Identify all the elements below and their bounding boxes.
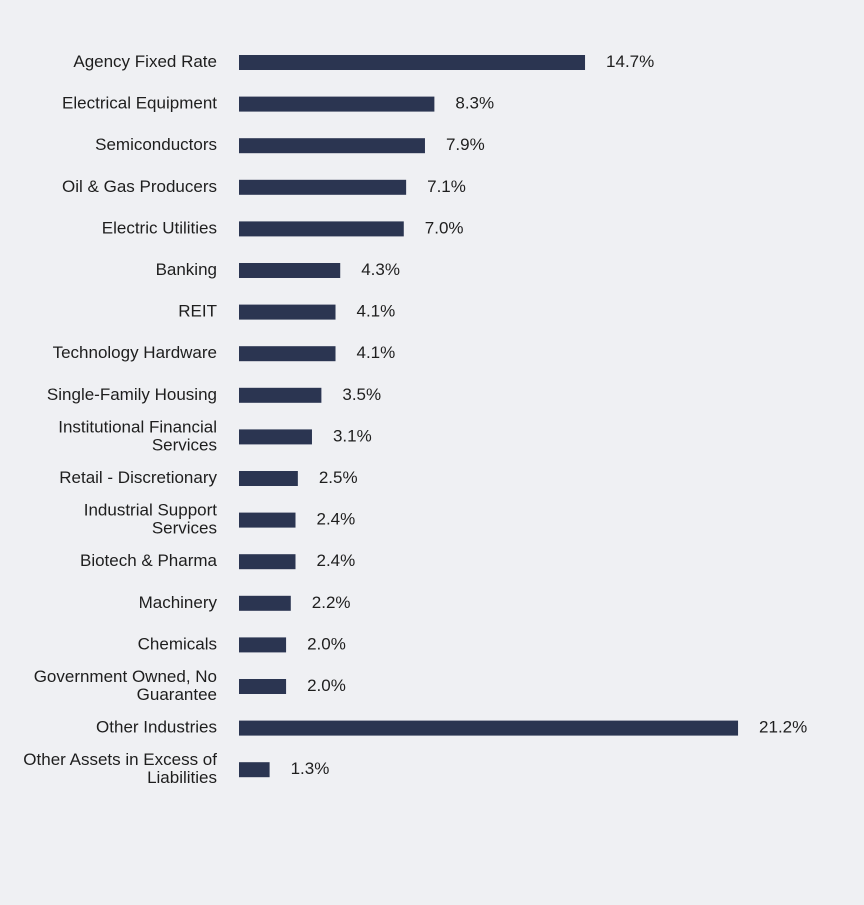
value-label: 8.3% xyxy=(455,94,494,113)
bar xyxy=(239,554,296,570)
category-label-line: Biotech & Pharma xyxy=(80,551,218,570)
bars xyxy=(239,55,739,778)
category-label-line: Other Industries xyxy=(96,718,217,737)
category-label-line: Oil & Gas Producers xyxy=(62,177,217,196)
bar xyxy=(239,96,435,112)
category-label: Industrial Support Services xyxy=(84,501,218,538)
bar xyxy=(239,471,298,486)
category-label-line: Other Assets in Excess of xyxy=(23,750,217,769)
category-label: Banking xyxy=(156,260,217,279)
category-label-line: Single-Family Housing xyxy=(47,385,217,404)
value-label: 1.3% xyxy=(291,759,330,778)
category-label: Chemicals xyxy=(138,634,217,653)
value-label: 7.0% xyxy=(425,218,464,237)
bar xyxy=(239,679,287,694)
value-label: 2.0% xyxy=(307,676,346,695)
category-label-line: REIT xyxy=(178,302,217,321)
bar xyxy=(239,179,407,195)
category-label: Semiconductors xyxy=(95,135,217,154)
category-label-line: Banking xyxy=(156,260,217,279)
category-label-line: Guarantee xyxy=(137,685,217,704)
value-label: 21.2% xyxy=(759,718,807,737)
category-label-line: Industrial Support xyxy=(84,501,218,520)
category-label-line: Government Owned, No xyxy=(34,667,217,686)
category-label: Machinery xyxy=(139,593,218,612)
category-label: Institutional Financial Services xyxy=(58,417,217,454)
value-label: 2.4% xyxy=(316,510,355,529)
category-label-line: Electrical Equipment xyxy=(62,94,217,113)
category-label: Biotech & Pharma xyxy=(80,551,218,570)
category-label-line: Machinery xyxy=(139,593,218,612)
bar xyxy=(239,387,322,403)
bar xyxy=(239,762,270,778)
category-label: Electrical Equipment xyxy=(62,94,217,113)
category-label: Government Owned, No Guarantee xyxy=(34,667,217,704)
bar xyxy=(239,263,341,278)
value-label: 2.5% xyxy=(319,468,358,487)
category-label: Other Industries xyxy=(96,718,217,737)
value-label: 2.4% xyxy=(316,551,355,570)
category-label-line: Services xyxy=(152,435,217,454)
value-label: 2.0% xyxy=(307,634,346,653)
category-label: Retail - Discretionary xyxy=(59,468,217,487)
category-labels: Agency Fixed Rate Electrical Equipment Sem… xyxy=(23,52,217,787)
bar xyxy=(239,595,291,611)
category-label: Electric Utilities xyxy=(102,218,217,237)
value-label: 7.9% xyxy=(446,135,485,154)
category-label-line: Technology Hardware xyxy=(53,343,217,362)
value-label: 7.1% xyxy=(427,177,466,196)
category-label-line: Electric Utilities xyxy=(102,218,217,237)
value-label: 2.2% xyxy=(312,593,351,612)
bar xyxy=(239,55,586,70)
value-label: 14.7% xyxy=(606,52,654,71)
category-label-line: Agency Fixed Rate xyxy=(73,52,217,71)
category-label-line: Liabilities xyxy=(147,768,217,787)
value-label: 3.5% xyxy=(342,385,381,404)
category-label-line: Chemicals xyxy=(138,634,217,653)
category-label: Oil & Gas Producers xyxy=(62,177,217,196)
category-label-line: Services xyxy=(152,519,217,538)
bar xyxy=(239,720,739,736)
bar xyxy=(239,637,287,653)
value-labels: 14.7% 8.3% 7.9% 7.1% 7.0% 4.3% 4.1% 4.1% 3.5% 3.1… xyxy=(291,52,808,778)
bar xyxy=(239,138,425,154)
category-label: Single-Family Housing xyxy=(47,385,217,404)
value-label: 4.1% xyxy=(357,302,396,321)
category-label: Technology Hardware xyxy=(53,343,217,362)
category-label: Agency Fixed Rate xyxy=(73,52,217,71)
value-label: 4.1% xyxy=(357,343,396,362)
category-label-line: Institutional Financial xyxy=(58,417,217,436)
bar xyxy=(239,512,296,528)
bar xyxy=(239,429,312,445)
category-label-line: Retail - Discretionary xyxy=(59,468,217,487)
bar xyxy=(239,304,336,320)
value-label: 4.3% xyxy=(361,260,400,279)
category-label-line: Semiconductors xyxy=(95,135,217,154)
category-label: REIT xyxy=(178,302,217,321)
value-label: 3.1% xyxy=(333,426,372,445)
bar xyxy=(239,221,404,237)
category-label: Other Assets in Excess of Liabilities xyxy=(23,750,217,787)
bar xyxy=(239,346,336,362)
